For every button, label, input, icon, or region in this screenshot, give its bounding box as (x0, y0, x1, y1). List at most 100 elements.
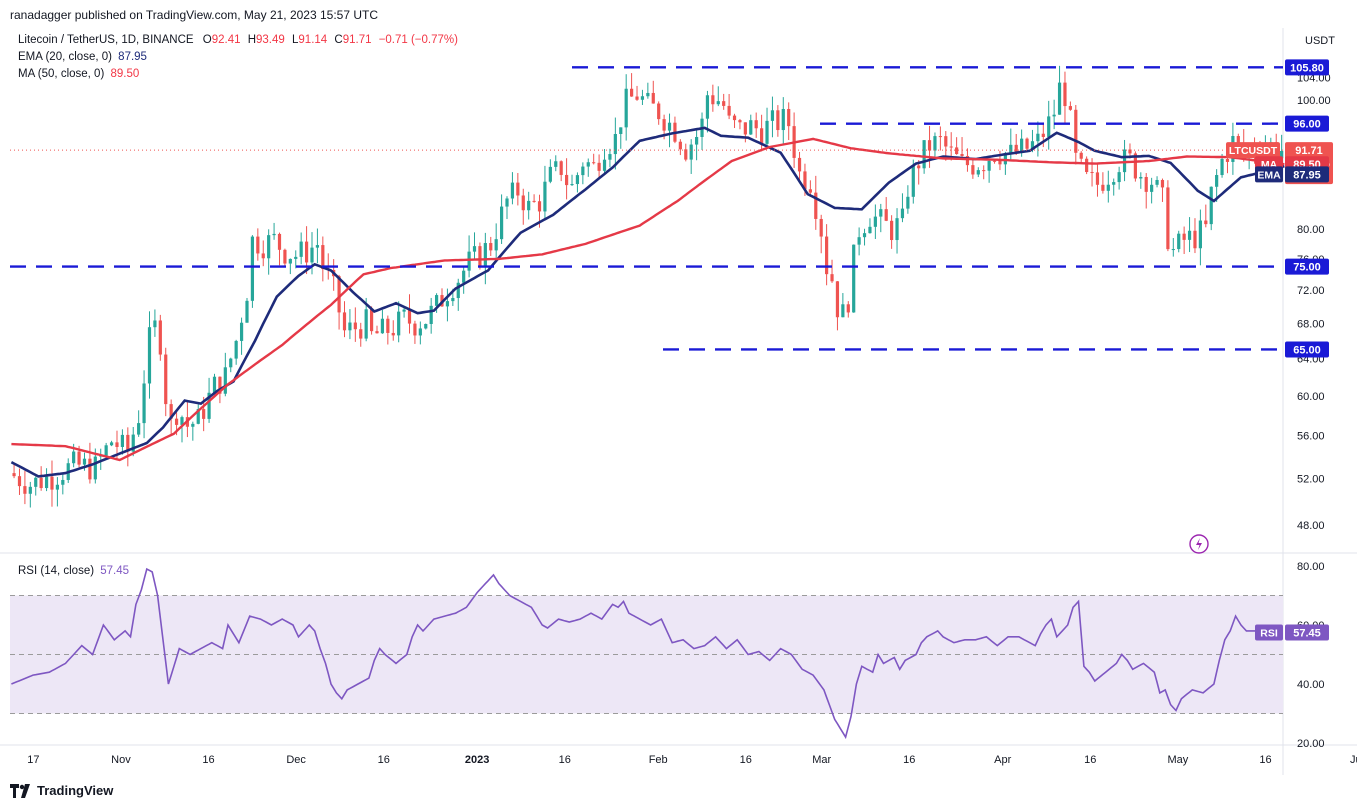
candle-body (982, 170, 986, 172)
candle-body (380, 318, 385, 334)
candle (505, 196, 509, 220)
candle-body (310, 247, 314, 263)
candle-body (391, 332, 395, 336)
candle (689, 139, 693, 174)
candle-body (207, 392, 211, 419)
candle (835, 281, 840, 331)
candle (120, 429, 125, 455)
candle (819, 214, 823, 254)
level-tag (1285, 59, 1329, 76)
candle-body (814, 192, 818, 219)
candle (418, 321, 422, 345)
publisher-line: ranadagger published on TradingView.com,… (10, 8, 379, 22)
candle-body (1112, 182, 1116, 185)
candle (397, 301, 401, 343)
candle-body (1128, 149, 1132, 154)
candle (142, 370, 146, 439)
rsi-tag-value (1285, 624, 1329, 641)
candle (559, 160, 563, 182)
level-tag (1285, 341, 1329, 358)
candle (413, 320, 417, 344)
candle-body (1009, 144, 1013, 154)
candle (456, 278, 460, 311)
candle-body (234, 340, 238, 359)
price-tick-label: 48.00 (1297, 520, 1325, 532)
time-tick-label: 16 (202, 754, 214, 766)
candle-body (1041, 133, 1045, 137)
candle-body (635, 96, 639, 100)
candle-body (1225, 158, 1230, 162)
candle-body (55, 484, 59, 490)
candle-body (667, 122, 672, 131)
candle (88, 442, 92, 484)
candle (467, 235, 471, 278)
candle-body (705, 95, 710, 119)
candle (261, 240, 265, 267)
candle-body (142, 383, 146, 424)
level-tag-label: 96.00 (1293, 119, 1321, 131)
level-tag-label: 65.00 (1293, 344, 1321, 356)
candle-body (760, 128, 764, 144)
candle (1144, 173, 1148, 209)
candle (906, 185, 910, 214)
candle (1003, 151, 1007, 175)
candle (792, 112, 796, 168)
candle (391, 320, 395, 341)
candle-body (1160, 179, 1165, 188)
candle (532, 194, 536, 203)
candle (841, 293, 845, 318)
candle (727, 94, 731, 120)
ema-legend: EMA (20, close, 0) 87.95 (18, 51, 147, 63)
candle (380, 309, 385, 334)
candle (781, 97, 785, 146)
rsi-tick-label: 80.00 (1297, 561, 1325, 573)
candle (1155, 176, 1159, 188)
candle (749, 114, 753, 135)
footer-brand: TradingView (37, 783, 114, 798)
candle (765, 107, 769, 146)
time-tick-label: May (1167, 754, 1188, 766)
candle (521, 188, 525, 225)
lightning-icon[interactable] (1189, 534, 1209, 554)
candle-body (803, 171, 807, 190)
lightning-icon-bolt (1196, 538, 1202, 550)
candle (1177, 230, 1181, 253)
candle-body (196, 409, 200, 424)
candle-body (879, 209, 883, 217)
candle-body (765, 120, 769, 144)
candle (288, 258, 292, 275)
candle (50, 460, 54, 507)
candle-body (34, 477, 38, 487)
candle (12, 463, 16, 479)
candle (1047, 100, 1051, 150)
level-tag-label: 75.00 (1293, 262, 1321, 274)
ma-legend: MA (50, close, 0) 89.50 (18, 68, 139, 80)
candle-body (1057, 82, 1062, 115)
candle (1036, 121, 1040, 157)
candle (1106, 170, 1110, 203)
candle-body (1090, 172, 1094, 174)
candle (987, 159, 991, 183)
candle (743, 122, 747, 143)
candle (1095, 163, 1100, 197)
candle (554, 155, 558, 172)
candle-body (862, 233, 867, 238)
candle (667, 113, 672, 148)
candle-body (304, 241, 309, 263)
candle (44, 468, 49, 492)
candle-body (174, 418, 179, 425)
candle-body (256, 236, 260, 254)
candle (272, 222, 276, 240)
candle-body (922, 140, 926, 169)
candle-body (868, 226, 872, 234)
tradingview-logo[interactable]: TradingView (10, 783, 113, 798)
candle-body (716, 101, 720, 105)
candle (462, 266, 466, 294)
candle-body (294, 256, 298, 259)
candle-body (402, 309, 406, 312)
candle-body (646, 92, 650, 97)
candle-body (489, 243, 493, 251)
candle-body (1215, 175, 1219, 187)
candle (624, 74, 628, 141)
